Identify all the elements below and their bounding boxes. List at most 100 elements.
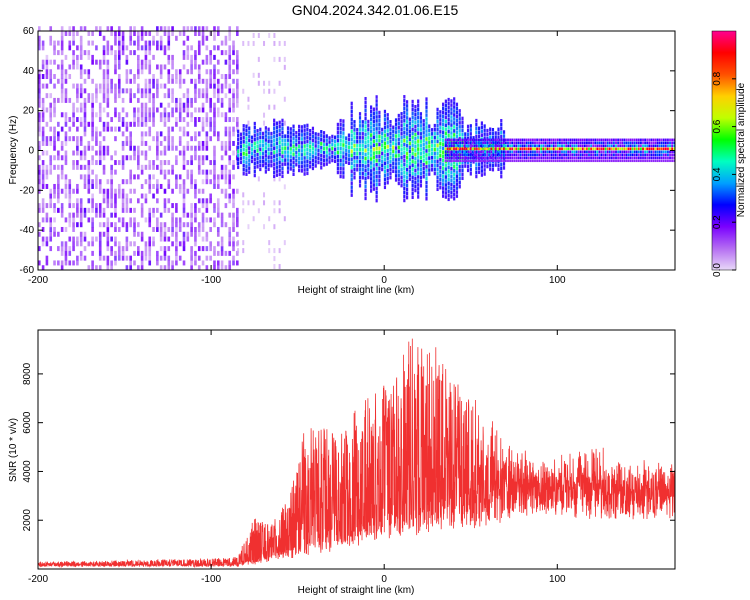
spectrogram-cell (45, 260, 49, 266)
spectrogram-cell (372, 171, 375, 175)
spectrogram-cell (220, 174, 224, 180)
spectrogram-cell (68, 97, 72, 103)
spectrogram-cell (662, 147, 665, 151)
spectrogram-cell (364, 168, 367, 173)
spectrogram-cell (367, 175, 370, 180)
spectrogram-cell (333, 143, 337, 148)
spectrogram-cell (444, 131, 447, 136)
spectrogram-cell (425, 137, 428, 141)
spectrogram-cell (422, 170, 425, 175)
spectrogram-cell (581, 141, 584, 145)
spectrogram-cell (448, 138, 451, 142)
spectrogram-cell (64, 140, 68, 146)
spectrogram-cell (361, 120, 364, 124)
spectrogram-cell (631, 153, 634, 157)
spectrogram-cell (458, 176, 461, 181)
spectrogram-cell (236, 212, 239, 218)
spectrogram-cell (197, 160, 201, 166)
spectrogram-cell (644, 156, 646, 160)
spectrogram-cell (446, 156, 449, 160)
spectrogram-cell (261, 139, 265, 144)
spectrogram-cell (159, 164, 163, 170)
spectrogram-cell (175, 226, 178, 232)
spectrogram-cell (480, 138, 482, 142)
spectrogram-cell (232, 131, 235, 137)
spectrogram-cell (383, 173, 387, 178)
spectrogram-cell (364, 192, 367, 197)
spectrogram-cell (137, 164, 140, 170)
spectrogram-cell (604, 141, 607, 145)
spectrogram-cell (182, 164, 186, 170)
spectrogram-cell (463, 153, 466, 157)
spectrogram-cell (411, 103, 414, 108)
spectrogram-cell (383, 161, 387, 166)
spectrogram-cell (76, 126, 79, 132)
spectrogram-cell (117, 31, 121, 36)
spectrogram-cell (444, 127, 447, 132)
spectrogram-cell (328, 156, 331, 160)
spectrogram-cell (544, 150, 547, 154)
spectrogram-cell (381, 143, 384, 148)
spectrogram-cell (53, 102, 56, 108)
spectrogram-cell (228, 198, 232, 204)
spectrogram-cell (275, 165, 279, 169)
spectrogram-cell (129, 136, 132, 142)
spectrogram-cell (125, 45, 129, 51)
spectrogram-cell (205, 88, 209, 94)
spectrogram-cell (216, 131, 220, 137)
spectrogram-cell (627, 156, 630, 160)
spectrogram-cell (548, 141, 551, 145)
spectrogram-cell (45, 140, 49, 146)
spectrogram-cell (267, 131, 270, 136)
spectrogram-cell (513, 156, 516, 160)
spectrogram-cell (417, 167, 420, 171)
spectrogram-cell (213, 179, 216, 185)
spectrogram-cell (68, 74, 72, 80)
spectrogram-cell (98, 250, 102, 256)
spectrogram-cell (600, 141, 603, 145)
spectrogram-cell (450, 174, 453, 179)
spectrogram-cell (598, 159, 601, 163)
spectrogram-cell (439, 134, 442, 138)
spectrogram-cell (372, 127, 375, 132)
spectrogram-cell (121, 50, 125, 56)
spectrogram-cell (41, 74, 45, 80)
spectrogram-cell (38, 97, 41, 103)
spectrogram-cell (447, 121, 450, 126)
spectrogram-cell (447, 101, 450, 106)
spectrogram-cell (320, 165, 323, 170)
spectrogram-cell (442, 106, 445, 111)
spectrogram-cell (83, 179, 87, 185)
spectrogram-cell (644, 144, 646, 148)
spectrogram-cell (171, 241, 174, 247)
spectrogram-cell (267, 143, 270, 148)
spectrogram-cell (453, 156, 455, 160)
spectrogram-cell (525, 153, 528, 157)
spectrogram-cell (664, 138, 667, 142)
spectrogram-cell (623, 141, 626, 145)
spectrogram-cell (201, 188, 205, 194)
spectrogram-cell (273, 146, 276, 151)
spectrogram-cell (190, 59, 193, 65)
spectrogram-cell (509, 147, 511, 151)
spectrogram-cell (275, 121, 279, 126)
spectrogram-cell (79, 69, 83, 75)
spectrogram-cell (320, 138, 323, 142)
spectrogram-cell (500, 138, 503, 142)
spectrogram-cell (216, 260, 220, 266)
spectrogram-cell (629, 156, 632, 160)
spectrogram-cell (667, 144, 669, 148)
spectrogram-cell (152, 35, 155, 41)
y-tick-label: 40 (23, 66, 35, 77)
spectrogram-cell (163, 107, 167, 113)
spectrogram-cell (389, 151, 392, 156)
spectrogram-cell (49, 78, 53, 84)
spectrogram-cell (117, 183, 121, 189)
spectrogram-cell (49, 217, 53, 223)
spectrogram-cell (64, 88, 68, 94)
spectrogram-cell (98, 265, 102, 271)
spectrogram-cell (148, 88, 152, 94)
y-tick-label: 8000 (22, 362, 33, 385)
spectrogram-cell (378, 174, 381, 179)
spectrogram-cell (403, 107, 406, 111)
